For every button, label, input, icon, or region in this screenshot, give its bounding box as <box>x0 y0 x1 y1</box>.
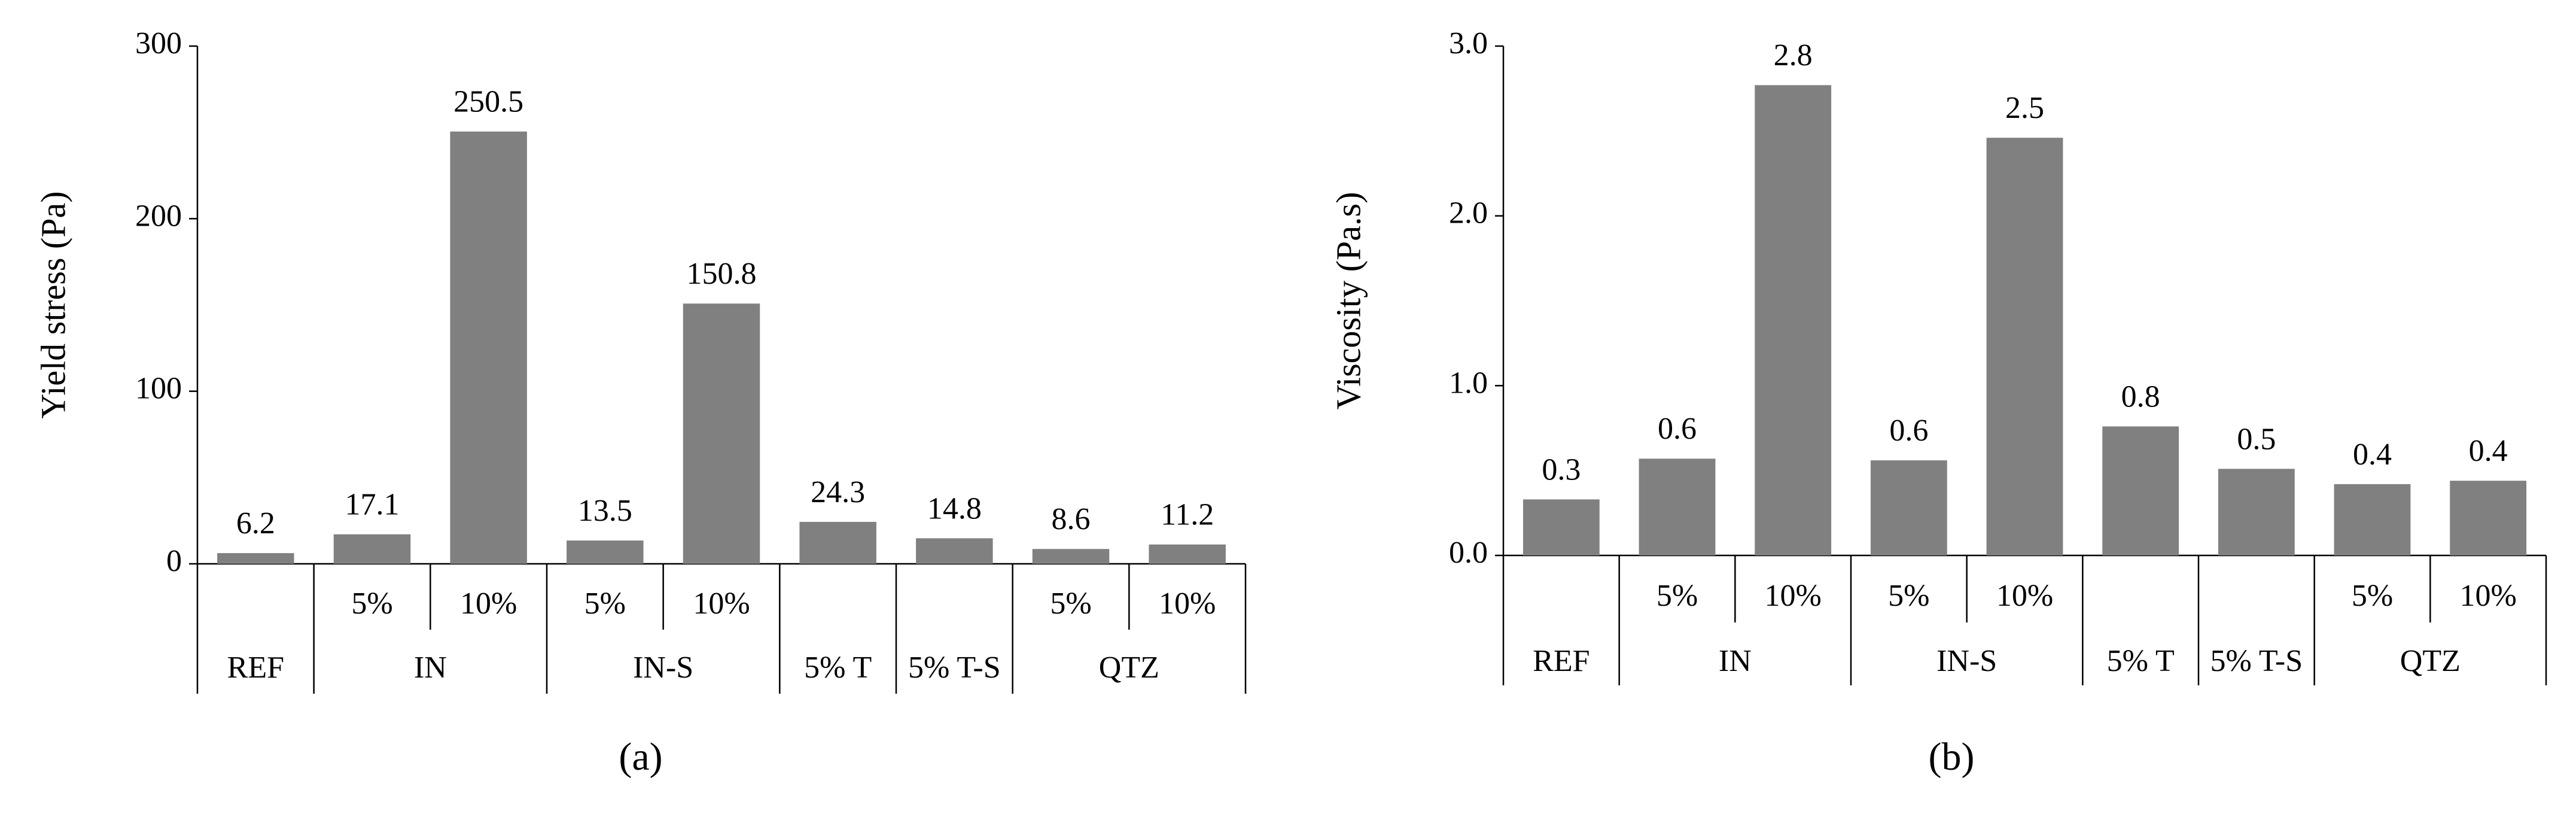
x-tick-label: 5% <box>351 587 392 621</box>
bar <box>1986 138 2063 555</box>
value-label: 2.8 <box>1774 38 1813 72</box>
y-axis-title: Yield stress (Pa) <box>34 191 72 418</box>
bar <box>567 540 644 564</box>
x-tick-label: 10% <box>2460 579 2517 613</box>
value-label: 250.5 <box>453 85 523 119</box>
bar <box>683 303 760 564</box>
y-tick-label: 100 <box>135 372 182 406</box>
value-label: 8.6 <box>1052 502 1091 536</box>
y-tick-label: 1.0 <box>1449 366 1488 400</box>
group-label: IN-S <box>1936 644 1997 678</box>
group-label: REF <box>227 651 284 685</box>
group-label: IN <box>1719 644 1752 678</box>
y-tick-label: 0.0 <box>1449 536 1488 570</box>
value-label: 0.4 <box>2469 434 2508 468</box>
group-label: 5% T-S <box>908 651 1001 685</box>
value-label: 0.5 <box>2237 422 2276 456</box>
group-label: IN-S <box>633 651 693 685</box>
y-tick-label: 0 <box>166 544 182 578</box>
value-label: 0.3 <box>1542 452 1581 487</box>
y-tick-label: 200 <box>135 199 182 233</box>
bar <box>1639 458 1716 555</box>
bar <box>450 131 527 564</box>
value-label: 0.6 <box>1889 414 1928 448</box>
x-tick-label: 5% <box>584 587 626 621</box>
value-label: 14.8 <box>927 491 982 526</box>
x-tick-label: 5% <box>1050 587 1091 621</box>
group-label: 5% T <box>2107 644 2175 678</box>
bar <box>799 521 876 564</box>
group-label: IN <box>414 651 447 685</box>
bar <box>2218 469 2295 555</box>
x-tick-label: 5% <box>2352 579 2393 613</box>
value-label: 6.2 <box>236 506 275 540</box>
bar <box>2450 481 2527 555</box>
bar <box>1870 460 1947 555</box>
y-tick-label: 300 <box>135 26 182 60</box>
caption: (a) <box>619 735 662 779</box>
bar <box>333 534 411 564</box>
y-tick-label: 2.0 <box>1449 196 1488 230</box>
bar <box>1032 549 1110 564</box>
value-label: 13.5 <box>578 494 632 528</box>
x-tick-label: 10% <box>1765 579 1822 613</box>
x-tick-label: 10% <box>1159 587 1216 621</box>
bar <box>1523 499 1600 555</box>
group-label: 5% T <box>804 651 872 685</box>
value-label: 0.4 <box>2353 438 2392 472</box>
caption: (b) <box>1929 735 1975 779</box>
value-label: 2.5 <box>2005 91 2044 125</box>
group-label: 5% T-S <box>2210 644 2303 678</box>
bar <box>916 538 993 564</box>
x-tick-label: 10% <box>693 587 750 621</box>
bar <box>1755 85 1832 555</box>
bar <box>2102 426 2179 555</box>
bar <box>2334 484 2411 555</box>
x-tick-label: 10% <box>1996 579 2053 613</box>
value-label: 24.3 <box>811 475 865 509</box>
y-tick-label: 3.0 <box>1449 26 1488 60</box>
group-label: QTZ <box>2400 644 2461 678</box>
group-label: REF <box>1533 644 1590 678</box>
value-label: 0.6 <box>1658 412 1697 446</box>
value-label: 17.1 <box>345 488 400 522</box>
value-label: 11.2 <box>1161 498 1214 532</box>
bar <box>217 553 294 564</box>
x-tick-label: 5% <box>1657 579 1698 613</box>
value-label: 150.8 <box>687 257 757 291</box>
group-label: QTZ <box>1099 651 1159 685</box>
x-tick-label: 5% <box>1888 579 1929 613</box>
bar <box>1149 544 1226 564</box>
value-label: 0.8 <box>2121 379 2160 414</box>
x-tick-label: 10% <box>460 587 517 621</box>
y-axis-title: Viscosity (Pa.s) <box>1329 192 1368 410</box>
